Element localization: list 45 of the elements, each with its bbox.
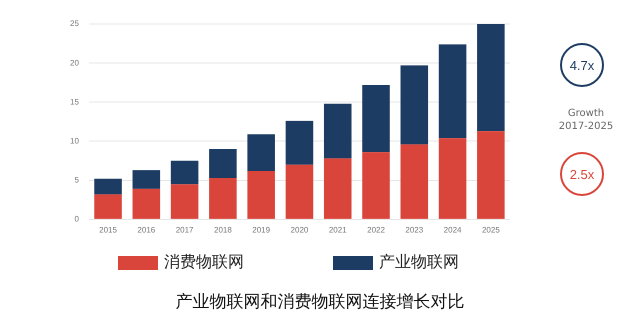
bar (477, 24, 505, 132)
legend-label: 产业物联网 (379, 252, 459, 273)
y-tick-label: 10 (70, 136, 80, 146)
y-tick-label: 0 (74, 214, 80, 224)
x-tick-label: 2021 (328, 225, 348, 234)
x-tick-label: 2019 (252, 225, 271, 234)
bar (286, 164, 314, 219)
x-tick-label: 2022 (367, 225, 386, 234)
x-tick-label: 2023 (405, 225, 424, 234)
ring-outline: 2.5x (560, 152, 604, 196)
x-tick-label: 2018 (214, 225, 232, 234)
text: 产业物联网和消费物联网连接增长对比 (174, 291, 466, 313)
bar (324, 158, 352, 219)
y-tick-label: 20 (70, 58, 80, 68)
bar (209, 178, 237, 219)
y-tick-label: 5 (74, 176, 80, 185)
bar (438, 44, 466, 138)
y-tick-label: 25 (70, 19, 80, 28)
bar (477, 131, 505, 219)
x-tick-label: 2015 (99, 225, 118, 234)
bar (286, 120, 314, 165)
bar (132, 170, 160, 189)
bar (400, 144, 428, 219)
x-tick-label: 2024 (444, 225, 462, 234)
bar (362, 84, 390, 152)
bar (170, 184, 198, 219)
bar (247, 170, 275, 219)
bar (438, 138, 466, 219)
x-tick-label: 2016 (137, 225, 156, 234)
x-tick-label: 2025 (482, 225, 500, 234)
bar (362, 152, 390, 219)
x-tick-label: 2017 (176, 225, 194, 234)
bar (247, 134, 275, 171)
bar (324, 104, 352, 158)
bar (400, 65, 428, 144)
ring-outline: 4.7x (560, 43, 604, 87)
x-tick-label: 2020 (290, 225, 309, 234)
bar (132, 188, 160, 219)
bar (209, 149, 237, 178)
text: Growth 2017-2025 (558, 107, 614, 133)
legend-label: 消费物联网 (164, 252, 244, 273)
bar (170, 160, 198, 184)
bar (94, 194, 122, 219)
bar (94, 178, 122, 194)
y-tick-label: 15 (70, 97, 80, 106)
